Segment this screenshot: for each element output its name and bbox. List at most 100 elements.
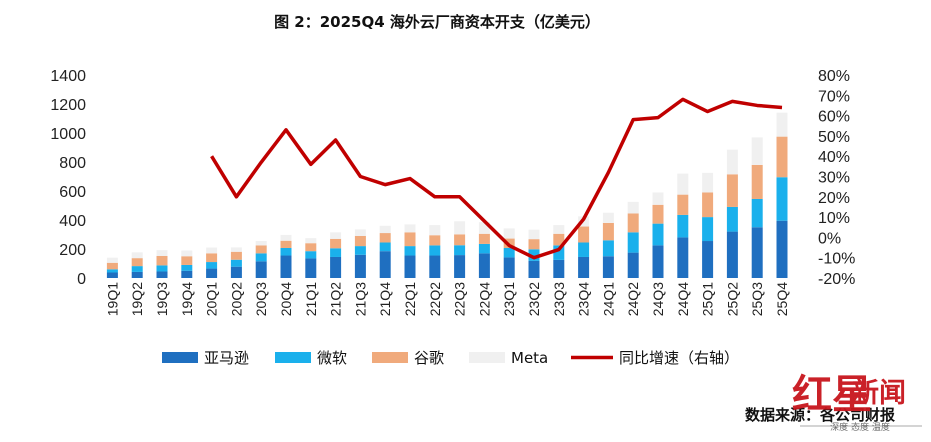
- bar-segment: [379, 251, 391, 278]
- bar-segment: [652, 192, 664, 205]
- bar-segment: [528, 239, 540, 250]
- bar-segment: [702, 192, 714, 218]
- bar-segment: [255, 241, 267, 246]
- y2-tick-label: -10%: [818, 251, 855, 268]
- bar-segment: [503, 247, 515, 258]
- legend-swatch: [372, 352, 408, 363]
- y-tick-label: 1000: [50, 126, 86, 143]
- bar-segment: [230, 247, 242, 252]
- bar-segment: [751, 198, 763, 228]
- bar-segment: [454, 221, 466, 235]
- bar-segment: [206, 247, 218, 254]
- x-tick-label: 19Q1: [104, 282, 120, 316]
- x-tick-label: 22Q1: [402, 282, 418, 316]
- y2-tick-label: 60%: [818, 109, 850, 126]
- x-tick-label: 24Q4: [675, 282, 691, 316]
- bar-segment: [181, 270, 193, 278]
- bar-segment: [652, 223, 664, 246]
- bar-segment: [677, 237, 689, 278]
- x-tick-label: 25Q2: [724, 282, 740, 316]
- x-tick-label: 23Q2: [526, 282, 542, 316]
- legend-swatch: [275, 352, 311, 363]
- bar-segment: [206, 253, 218, 263]
- bar-segment: [255, 245, 267, 254]
- bar-segment: [429, 225, 441, 236]
- bar-segment: [106, 269, 118, 273]
- bar-segment: [330, 232, 342, 239]
- bar-segment: [404, 224, 416, 233]
- x-axis: 19Q1 19Q2 19Q3 19Q4 20Q1 20Q2 20Q3 20Q4 21Q1 21Q2…: [104, 282, 790, 316]
- bar-segment: [305, 238, 317, 244]
- bar-segment: [677, 173, 689, 195]
- y-axis-left: 0 200 400 600 800 1000 1200 1400: [50, 68, 86, 288]
- bar-segment: [404, 232, 416, 247]
- x-tick-label: 24Q3: [650, 282, 666, 316]
- bar-segment: [702, 172, 714, 193]
- bar-segment: [404, 255, 416, 278]
- bar-segment: [156, 271, 168, 278]
- x-tick-label: 20Q4: [278, 282, 294, 316]
- bar-segment: [478, 233, 490, 244]
- x-tick-label: 21Q4: [377, 282, 393, 316]
- bar-segment: [578, 256, 590, 278]
- bar-segment: [230, 259, 242, 267]
- bar-segment: [503, 257, 515, 278]
- bar-segment: [602, 222, 614, 241]
- bar-segment: [702, 241, 714, 278]
- y-tick-label: 0: [77, 271, 86, 288]
- bar-segment: [776, 177, 788, 221]
- x-tick-label: 25Q3: [749, 282, 765, 316]
- y2-tick-label: 10%: [818, 210, 850, 227]
- x-tick-label: 20Q2: [228, 282, 244, 316]
- watermark-slogan: 深度 态度 温度: [830, 421, 890, 433]
- bar-segment: [528, 249, 540, 261]
- bar-segment: [602, 212, 614, 223]
- legend-label: 亚马逊: [204, 349, 249, 367]
- bar-segment: [429, 245, 441, 256]
- bar-segment: [553, 233, 565, 246]
- legend-swatch: [469, 352, 505, 363]
- y2-tick-label: 0%: [818, 230, 841, 247]
- bar-segment: [726, 149, 738, 175]
- bar-segment: [702, 217, 714, 242]
- y2-tick-label: -20%: [818, 271, 855, 288]
- bar-segment: [206, 262, 218, 269]
- bar-segment: [379, 225, 391, 234]
- x-tick-label: 24Q1: [600, 282, 616, 316]
- y-axis-right: -20% -10% 0% 10% 20% 30% 40% 50% 60% 70% 80%: [818, 68, 855, 288]
- bar-segment: [677, 214, 689, 238]
- bar-segment: [305, 251, 317, 259]
- bar-segment: [181, 256, 193, 265]
- bar-segment: [602, 256, 614, 278]
- bar-segment: [156, 265, 168, 272]
- bar-segment: [330, 256, 342, 278]
- legend-label: 谷歌: [414, 349, 444, 367]
- bar-segment: [553, 259, 565, 278]
- y2-tick-label: 70%: [818, 88, 850, 105]
- x-tick-label: 23Q3: [551, 282, 567, 316]
- bar-segment: [528, 260, 540, 278]
- bar-segment: [429, 255, 441, 278]
- bar-segment: [181, 264, 193, 271]
- bar-segment: [106, 257, 118, 263]
- bar-segment: [404, 246, 416, 256]
- bar-segment: [131, 266, 143, 272]
- bar-segment: [652, 245, 664, 278]
- bar-segment: [553, 245, 565, 260]
- bar-segment: [330, 248, 342, 257]
- bar-segment: [106, 262, 118, 270]
- bar-segment: [627, 213, 639, 233]
- y-tick-label: 400: [59, 213, 86, 230]
- y2-tick-label: 20%: [818, 190, 850, 207]
- legend-label: Meta: [511, 349, 548, 367]
- bar-segment: [131, 271, 143, 278]
- bar-segment: [454, 255, 466, 278]
- bar-segment: [627, 252, 639, 278]
- bar-segment: [726, 231, 738, 278]
- bar-segment: [751, 227, 763, 278]
- bar-segment: [379, 233, 391, 243]
- bar-segment: [131, 252, 143, 259]
- x-tick-label: 20Q3: [253, 282, 269, 316]
- legend: 亚马逊 微软 谷歌 Meta 同比增速（右轴）: [162, 349, 739, 367]
